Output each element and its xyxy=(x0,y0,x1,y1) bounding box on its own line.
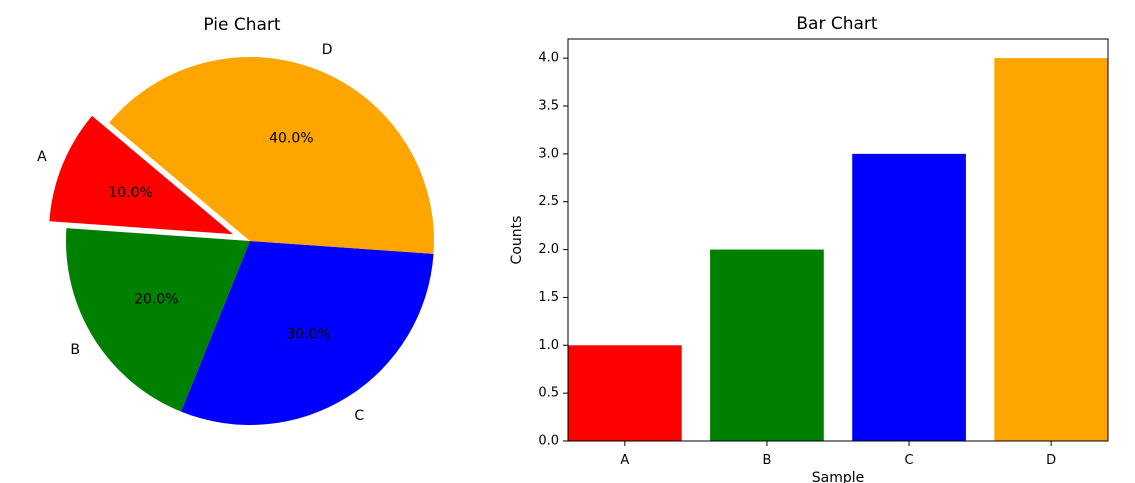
x-axis-label: Sample xyxy=(812,470,865,483)
bar-b xyxy=(710,249,824,441)
pie-percent-d: 40.0% xyxy=(269,131,313,147)
pie-label-b: B xyxy=(70,342,80,358)
y-tick-label: 3.5 xyxy=(538,99,559,114)
pie-label-c: C xyxy=(354,408,364,424)
y-tick-label: 0.5 xyxy=(538,386,559,401)
pie-slice-c xyxy=(181,241,434,426)
pie-slice-b xyxy=(66,228,250,412)
bar-chart: Bar Chart 0.0 0.5 1.0 1.5 2.0 2.5 3.0 3.5 4.0 A B… xyxy=(509,14,1109,483)
x-tick-label-a: A xyxy=(620,453,629,468)
bar-chart-title: Bar Chart xyxy=(796,14,878,34)
y-tick-label: 2.0 xyxy=(538,242,559,257)
bar-d xyxy=(994,58,1108,442)
bar-bars xyxy=(568,58,1108,442)
pie-label-a: A xyxy=(37,149,47,165)
y-tick-label: 4.0 xyxy=(538,51,559,66)
pie-labels: A 10.0% B 20.0% C 30.0% D 40.0% xyxy=(37,42,364,424)
pie-percent-b: 20.0% xyxy=(134,292,178,308)
bar-c xyxy=(852,153,966,441)
pie-slice-a xyxy=(49,115,233,235)
pie-slice-d xyxy=(109,56,435,254)
x-tick-label-b: B xyxy=(762,453,771,468)
pie-slices xyxy=(49,56,435,426)
y-tick-label: 3.0 xyxy=(538,146,559,161)
x-axis-ticks: A B C D xyxy=(620,441,1056,468)
x-tick-label-d: D xyxy=(1046,453,1056,468)
pie-chart: Pie Chart A 10.0% B 20.0% C 30.0% D 40.0% xyxy=(37,15,435,426)
y-tick-label: 0.0 xyxy=(538,434,559,449)
y-axis-ticks: 0.0 0.5 1.0 1.5 2.0 2.5 3.0 3.5 4.0 xyxy=(538,51,568,449)
pie-label-d: D xyxy=(322,42,333,58)
pie-percent-a: 10.0% xyxy=(108,185,152,201)
y-tick-label: 1.0 xyxy=(538,338,559,353)
pie-percent-c: 30.0% xyxy=(286,327,330,343)
y-tick-label: 2.5 xyxy=(538,194,559,209)
bar-a xyxy=(568,345,682,441)
plot-frame xyxy=(567,38,1109,442)
y-tick-label: 1.5 xyxy=(538,290,559,305)
x-tick-label-c: C xyxy=(905,453,914,468)
y-axis-label: Counts xyxy=(509,216,525,265)
pie-chart-title: Pie Chart xyxy=(203,15,281,35)
